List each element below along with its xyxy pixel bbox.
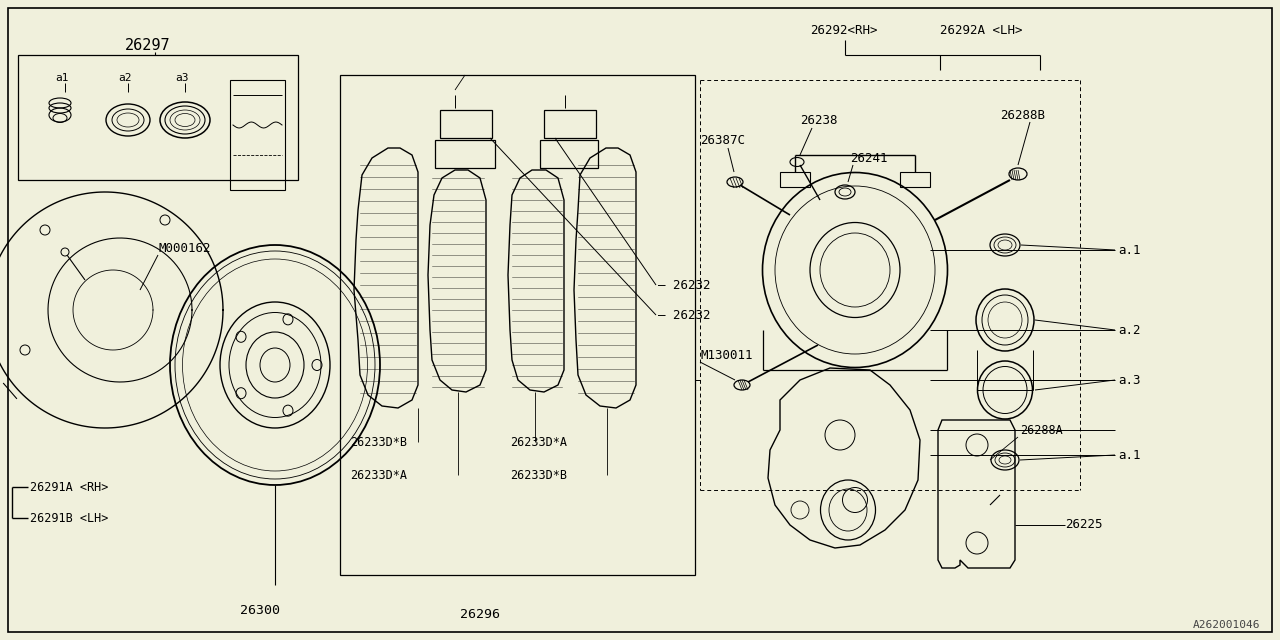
Bar	[340, 75, 695, 575]
Text: M000162: M000162	[157, 241, 210, 255]
Text: 26292<RH>: 26292<RH>	[810, 24, 878, 36]
Text: 26241: 26241	[850, 152, 887, 164]
Text: 26225: 26225	[1065, 518, 1102, 531]
Bar	[544, 110, 596, 138]
Text: 26288A: 26288A	[1020, 424, 1062, 436]
Text: — 26232: — 26232	[658, 308, 710, 321]
Text: 26238: 26238	[800, 113, 837, 127]
Text: 26233D*A: 26233D*A	[349, 468, 407, 481]
Bar	[18, 55, 298, 180]
Text: 26291B <LH>: 26291B <LH>	[29, 511, 109, 525]
Text: a2: a2	[118, 73, 132, 83]
Text: 26233D*B: 26233D*B	[509, 468, 567, 481]
Text: a.1: a.1	[1117, 449, 1140, 461]
Bar	[540, 140, 598, 168]
Text: 26288B: 26288B	[1000, 109, 1044, 122]
Bar	[435, 140, 495, 168]
Text: M130011: M130011	[700, 349, 753, 362]
Bar	[780, 172, 810, 187]
Text: 26233D*B: 26233D*B	[349, 435, 407, 449]
Text: a1: a1	[55, 73, 69, 83]
Text: 26291A <RH>: 26291A <RH>	[29, 481, 109, 493]
Text: a3: a3	[175, 73, 188, 83]
Bar	[440, 110, 492, 138]
Bar	[230, 80, 285, 190]
Text: a.2: a.2	[1117, 323, 1140, 337]
Text: 26292A <LH>: 26292A <LH>	[940, 24, 1023, 36]
Bar	[900, 172, 931, 187]
Text: — 26232: — 26232	[658, 278, 710, 291]
Text: A262001046: A262001046	[1193, 620, 1260, 630]
Text: 26296: 26296	[460, 609, 500, 621]
Text: a.1: a.1	[1117, 243, 1140, 257]
Text: 26387C: 26387C	[700, 134, 745, 147]
Text: 26300: 26300	[241, 604, 280, 616]
Text: 26233D*A: 26233D*A	[509, 435, 567, 449]
Text: 26297: 26297	[125, 38, 170, 52]
Text: a.3: a.3	[1117, 374, 1140, 387]
